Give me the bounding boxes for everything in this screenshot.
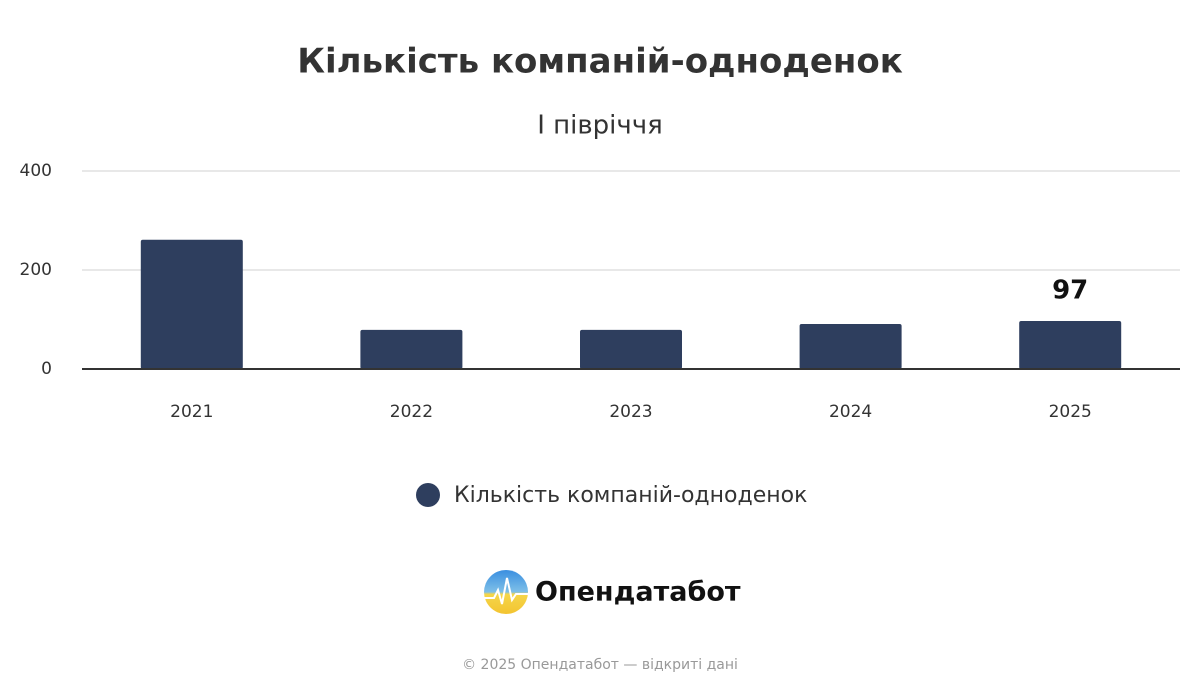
x-tick-label: 2023 <box>609 402 652 422</box>
bar <box>140 239 243 369</box>
y-tick-label: 200 <box>20 260 52 280</box>
x-tick-label: 2022 <box>390 402 433 422</box>
legend-marker <box>416 483 440 507</box>
bar <box>1019 320 1122 369</box>
legend-label[interactable]: Кількість компаній-одноденок <box>454 483 807 508</box>
logo-icon <box>484 570 528 614</box>
logo: Опендатабот <box>484 570 741 614</box>
chart-subtitle: І півріччя <box>537 111 663 141</box>
x-tick-label: 2021 <box>170 402 213 422</box>
bar <box>360 329 463 369</box>
y-tick-label: 0 <box>41 359 52 379</box>
footer: © 2025 Опендатабот — відкриті дані <box>462 657 738 673</box>
chart-title: Кількість компаній-одноденок <box>297 42 903 82</box>
x-tick-label: 2025 <box>1049 402 1092 422</box>
x-tick-label: 2024 <box>829 402 872 422</box>
logo-text: Опендатабот <box>535 577 741 608</box>
bar <box>580 329 682 369</box>
y-tick-label: 400 <box>20 161 52 181</box>
logo-wave <box>484 577 528 605</box>
value-label: 97 <box>1052 275 1088 305</box>
bar <box>799 323 902 369</box>
